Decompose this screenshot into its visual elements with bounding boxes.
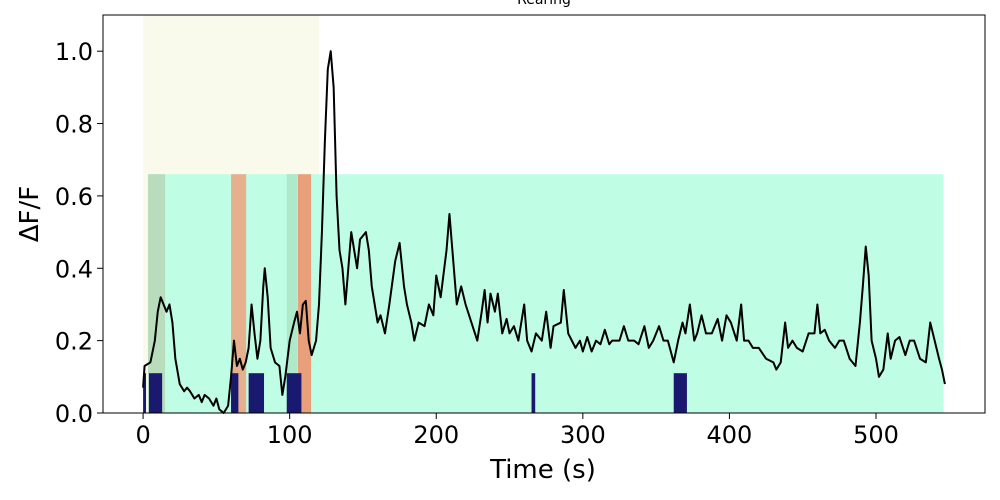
y-tick-label: 0.6 — [55, 183, 93, 211]
x-tick-label: 100 — [267, 421, 313, 449]
event-bar — [231, 373, 239, 413]
y-axis-label: ΔF/F — [15, 186, 45, 242]
event-bar — [286, 373, 302, 413]
event-bar — [143, 373, 147, 413]
event-bar — [248, 373, 265, 413]
x-axis-label: Time (s) — [489, 455, 596, 485]
y-tick-label: 0.4 — [55, 255, 93, 283]
chart-title: Rearing — [517, 0, 571, 8]
event-bar — [148, 373, 163, 413]
y-tick-label: 0.0 — [55, 400, 93, 428]
y-tick-label: 1.0 — [55, 38, 93, 66]
x-tick-label: 200 — [413, 421, 459, 449]
highlight-region — [298, 174, 312, 413]
signal-line — [142, 50, 946, 414]
highlight-region — [286, 174, 298, 413]
x-tick-label: 500 — [853, 421, 899, 449]
y-tick-label: 0.8 — [55, 111, 93, 139]
x-tick-label: 400 — [707, 421, 753, 449]
x-tick-label: 0 — [135, 421, 150, 449]
event-bar — [673, 373, 687, 413]
plot-frame — [102, 14, 986, 414]
event-bar — [531, 373, 536, 413]
y-tick-label: 0.2 — [55, 328, 93, 356]
x-tick-label: 300 — [560, 421, 606, 449]
